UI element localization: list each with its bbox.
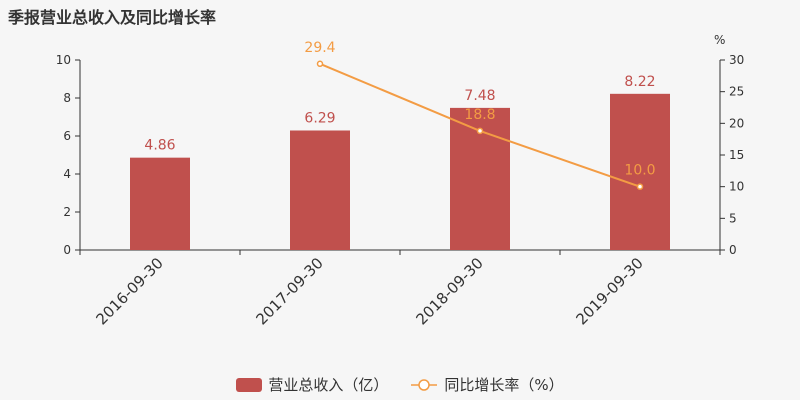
legend-line-swatch — [411, 378, 438, 391]
legend-bar-label: 营业总收入（亿） — [268, 376, 389, 394]
growth-point — [476, 127, 484, 135]
y-left-tick-label: 2 — [63, 205, 71, 219]
growth-point — [316, 60, 324, 68]
legend-bar-swatch — [236, 377, 263, 392]
x-tick-label: 2016-09-30 — [92, 254, 166, 328]
revenue-bar-label: 6.29 — [304, 110, 335, 126]
y-right-tick-label: 10 — [729, 180, 744, 194]
revenue-bar-label: 4.86 — [144, 138, 175, 154]
revenue-bar-label: 8.22 — [624, 74, 655, 90]
y-left-tick-label: 0 — [63, 243, 71, 257]
revenue-bar — [610, 93, 670, 250]
revenue-bar — [290, 130, 350, 250]
growth-point-label: 29.4 — [304, 40, 335, 56]
y-right-tick-label: 5 — [729, 211, 737, 225]
y-left-tick-label: 10 — [56, 53, 71, 67]
chart-title: 季报营业总收入及同比增长率 — [8, 8, 217, 27]
y-right-tick-label: 0 — [729, 243, 737, 257]
chart-legend: 营业总收入（亿） 同比增长率（%） — [0, 374, 800, 395]
y-left-tick-label: 8 — [63, 91, 71, 105]
y-right-tick-label: 20 — [729, 116, 744, 130]
growth-point — [636, 183, 644, 190]
growth-point-label: 10.0 — [624, 163, 655, 179]
y-right-tick-label: 30 — [729, 53, 744, 67]
legend-item-revenue[interactable]: 营业总收入（亿） — [236, 374, 388, 395]
growth-point-label: 18.8 — [464, 107, 495, 123]
y-left-tick-label: 6 — [63, 129, 71, 143]
revenue-bar-label: 7.48 — [464, 88, 495, 104]
x-tick-label: 2019-09-30 — [572, 254, 646, 328]
y-right-unit-label: % — [714, 33, 725, 47]
y-right-tick-label: 25 — [729, 85, 744, 99]
x-tick-label: 2017-09-30 — [252, 254, 326, 328]
y-left-tick-label: 4 — [63, 167, 71, 181]
y-right-tick-label: 15 — [729, 148, 744, 162]
legend-line-label: 同比增长率（%） — [444, 376, 564, 394]
revenue-bar — [130, 157, 190, 250]
x-tick-label: 2018-09-30 — [412, 254, 486, 328]
legend-item-growth[interactable]: 同比增长率（%） — [410, 374, 564, 395]
